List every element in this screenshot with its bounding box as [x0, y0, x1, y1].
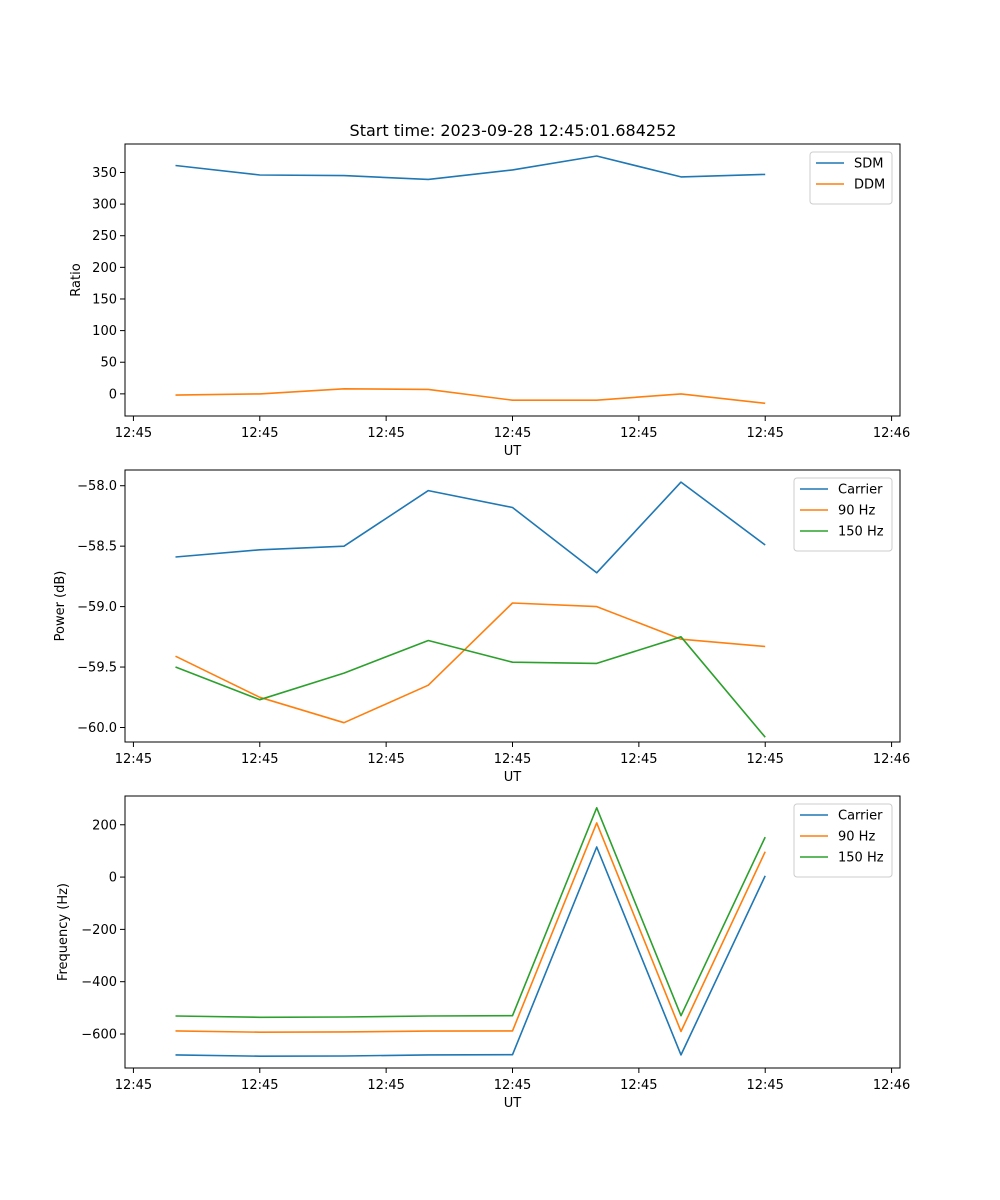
ratio-x-tick-label: 12:45	[241, 426, 278, 441]
frequency-series-line-90-hz	[175, 822, 766, 1033]
power-legend-label-carrier: Carrier	[838, 483, 883, 498]
ratio-y-tick-label: 300	[92, 198, 117, 213]
frequency-legend-label-90-hz: 90 Hz	[838, 830, 875, 845]
frequency-series-line-150-hz	[175, 806, 766, 1019]
ratio-y-tick-label: 50	[100, 356, 117, 371]
power-x-tick-label: 12:45	[115, 752, 152, 767]
ratio-y-tick-label: 200	[92, 261, 117, 276]
ratio-y-tick-label: 0	[109, 387, 117, 402]
power-x-axis-label: UT	[504, 770, 522, 785]
ratio-x-tick-label: 12:45	[746, 426, 783, 441]
ratio-legend-label-sdm: SDM	[854, 157, 883, 172]
power-y-tick-label: −59.5	[77, 661, 117, 676]
frequency-y-tick-label: 200	[92, 818, 117, 833]
frequency-y-tick-label: 0	[109, 871, 117, 886]
power-y-tick-label: −59.0	[77, 600, 117, 615]
ratio-x-tick-label: 12:45	[620, 426, 657, 441]
ratio-y-tick-label: 150	[92, 292, 117, 307]
power-legend-label-90-hz: 90 Hz	[838, 504, 875, 519]
frequency-x-tick-label: 12:45	[367, 1078, 404, 1093]
power-x-tick-label: 12:45	[746, 752, 783, 767]
ratio-legend-label-ddm: DDM	[854, 178, 885, 193]
ratio-panel: 12:45 12:45 12:45 12:45 12:45 12:45 12:46 0 50 10…	[69, 143, 910, 459]
power-x-tick-label: 12:45	[620, 752, 657, 767]
frequency-legend-label-150-hz: 150 Hz	[838, 851, 884, 866]
ratio-x-tick-label: 12:45	[494, 426, 531, 441]
frequency-y-tick-label: −200	[81, 923, 117, 938]
frequency-x-tick-label: 12:45	[115, 1078, 152, 1093]
ratio-legend: SDM DDM	[809, 151, 893, 205]
power-x-tick-label: 12:45	[241, 752, 278, 767]
frequency-legend: Carrier 90 Hz 150 Hz	[793, 803, 893, 878]
power-x-tick-label: 12:45	[367, 752, 404, 767]
ratio-series-line-sdm	[175, 155, 766, 181]
frequency-y-tick-label: −600	[81, 1028, 117, 1043]
frequency-x-tick-label: 12:46	[873, 1078, 910, 1093]
frequency-x-tick-label: 12:45	[241, 1078, 278, 1093]
ratio-y-tick-label: 250	[92, 229, 117, 244]
power-series-line-150-hz	[175, 635, 766, 738]
frequency-x-axis-label: UT	[504, 1096, 522, 1111]
frequency-y-tick-label: −400	[81, 975, 117, 990]
ratio-x-tick-label: 12:45	[115, 426, 152, 441]
ratio-series-line-ddm	[175, 387, 766, 405]
frequency-legend-label-carrier: Carrier	[838, 809, 883, 824]
frequency-x-tick-label: 12:45	[746, 1078, 783, 1093]
frequency-series-line-carrier	[175, 846, 766, 1057]
power-y-axis-label: Power (dB)	[53, 571, 68, 642]
ratio-legend-box	[809, 151, 893, 205]
frequency-legend-box	[793, 803, 893, 878]
ratio-y-tick-label: 350	[92, 166, 117, 181]
power-legend: Carrier 90 Hz 150 Hz	[793, 477, 893, 552]
power-y-tick-label: −60.0	[77, 721, 117, 736]
power-y-tick-label: −58.5	[77, 540, 117, 555]
frequency-panel: 12:45 12:45 12:45 12:45 12:45 12:45 12:46 −600 −…	[56, 795, 910, 1111]
power-x-tick-label: 12:46	[873, 752, 910, 767]
ratio-y-tick-label: 100	[92, 324, 117, 339]
power-x-tick-label: 12:45	[494, 752, 531, 767]
power-series-line-90-hz	[175, 602, 766, 724]
power-legend-box	[793, 477, 893, 552]
power-series-line-carrier	[175, 481, 766, 574]
ratio-x-tick-label: 12:46	[873, 426, 910, 441]
power-y-tick-label: −58.0	[77, 479, 117, 494]
ratio-x-tick-label: 12:45	[367, 426, 404, 441]
ratio-x-axis-label: UT	[504, 444, 522, 459]
ratio-y-axis-label: Ratio	[69, 263, 84, 296]
figure-title: Start time: 2023-09-28 12:45:01.684252	[350, 121, 677, 140]
frequency-x-tick-label: 12:45	[494, 1078, 531, 1093]
power-legend-label-150-hz: 150 Hz	[838, 525, 884, 540]
power-panel: 12:45 12:45 12:45 12:45 12:45 12:45 12:46 −60.0…	[53, 469, 910, 785]
frequency-y-axis-label: Frequency (Hz)	[56, 883, 71, 981]
frequency-x-tick-label: 12:45	[620, 1078, 657, 1093]
